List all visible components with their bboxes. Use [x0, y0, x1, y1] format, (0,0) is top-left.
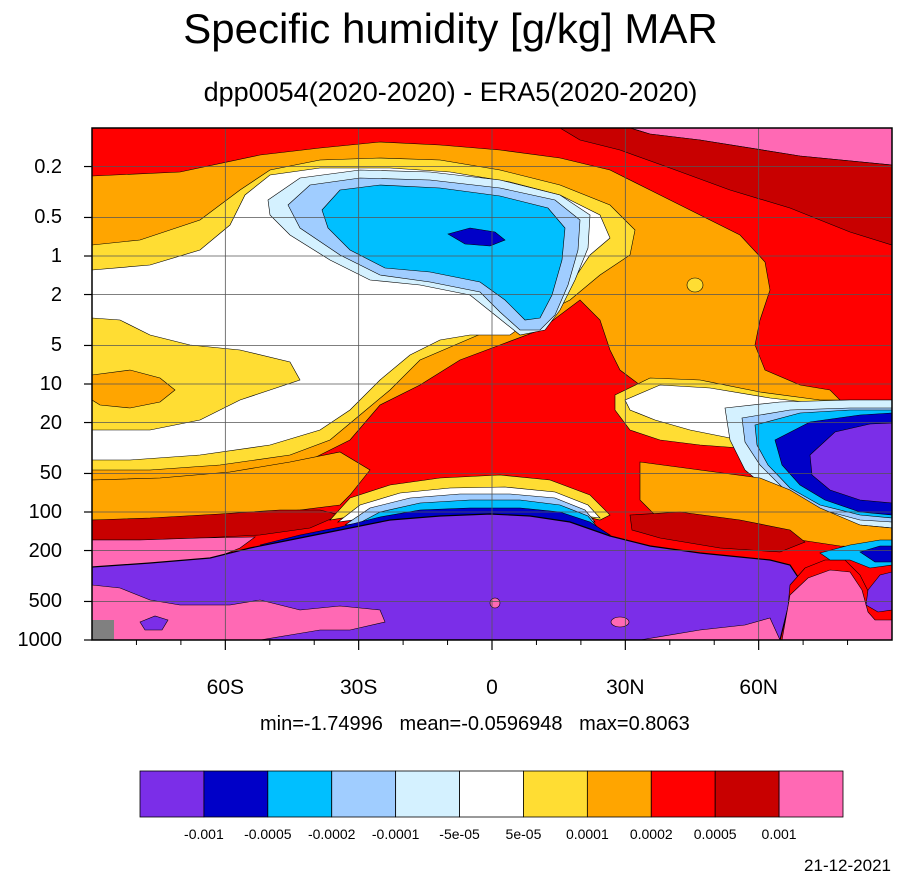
y-tick-label: 200 — [28, 539, 62, 562]
y-tick-label: 500 — [28, 590, 62, 613]
colorbar-swatch — [267, 770, 333, 818]
y-tick-label: 2 — [50, 283, 62, 306]
contour-band-pink-bottom-right — [781, 569, 892, 640]
y-tick-label: 100 — [28, 501, 62, 523]
contour-band-purple-right — [809, 422, 892, 504]
colorbar-swatch — [523, 770, 588, 818]
contour-band-orange-left — [92, 369, 176, 409]
colorbar-swatch — [139, 770, 205, 818]
contour-band-darkblue-bottom-right — [859, 545, 892, 563]
colorbar-level-label: -0.0001 — [371, 826, 420, 842]
colorbar-level-label: 0.0005 — [693, 826, 737, 842]
colorbar-swatch — [395, 770, 460, 818]
grid-lines — [92, 128, 892, 640]
y-tick-label: 1000 — [17, 629, 63, 651]
colorbar — [139, 770, 844, 818]
x-tick-label: 0 — [486, 676, 498, 699]
contour-band-pink-bottom-mid — [639, 617, 781, 640]
y-tick-label: 0.2 — [34, 155, 62, 178]
colorbar-level-label: -0.0002 — [307, 826, 356, 842]
colorbar-swatch — [203, 770, 269, 818]
contour-band-skyblue — [321, 184, 566, 321]
colorbar-level-label: -0.001 — [184, 826, 224, 842]
chart-title: Specific humidity [g/kg] MAR — [183, 5, 718, 52]
y-tick-label: 20 — [39, 411, 62, 434]
contour-band-yellow-blob — [686, 277, 704, 293]
x-tick-label: 30N — [606, 676, 645, 699]
colorbar-level-label: 0.0001 — [565, 826, 609, 842]
colorbar-swatch — [459, 770, 524, 818]
colorbar-level-label: -0.0005 — [244, 826, 292, 842]
date-stamp: 21-12-2021 — [804, 856, 891, 875]
missing-data-patch — [92, 620, 114, 640]
plot-frame — [91, 127, 893, 641]
x-tick-label: 30S — [339, 676, 378, 699]
colorbar-swatch — [586, 770, 652, 818]
contour-band-pink-bottom-left — [92, 584, 386, 640]
colorbar-level-label: 0.0002 — [629, 826, 673, 842]
x-tick-label: 60S — [206, 676, 245, 699]
colorbar-swatch — [778, 770, 844, 818]
y-tick-label: 5 — [50, 334, 62, 357]
contour-band-pink-spot-30n — [610, 616, 630, 628]
chart-subtitle: dpp0054(2020-2020) - ERA5(2020-2020) — [203, 77, 698, 107]
contour-band-darkred-lower-right — [629, 511, 806, 553]
y-tick-label: 50 — [39, 462, 62, 485]
contour-band-purple-pocket — [139, 615, 169, 631]
stats-text: min=-1.74996 mean=-0.0596948 max=0.8063 — [260, 713, 690, 735]
y-tick-label: 1 — [50, 245, 62, 267]
contour-band-purple-bottom-right — [865, 571, 892, 613]
y-tick-label: 0.5 — [34, 206, 62, 229]
colorbar-swatch — [650, 770, 716, 818]
colorbar-level-label: -5e-05 — [439, 826, 480, 842]
colorbar-level-label: 5e-05 — [505, 826, 542, 842]
colorbar-level-label: 0.001 — [761, 826, 797, 842]
colorbar-swatch — [714, 770, 780, 818]
colorbar-swatch — [331, 770, 397, 818]
axis-ticks — [84, 165, 849, 650]
contour-band-pink-spot-equator — [489, 597, 501, 609]
x-tick-label: 60N — [739, 676, 778, 699]
contour-band-darkred-top — [559, 128, 892, 246]
y-tick-label: 10 — [39, 373, 62, 395]
contour-band-darkblue-spot — [447, 227, 506, 247]
